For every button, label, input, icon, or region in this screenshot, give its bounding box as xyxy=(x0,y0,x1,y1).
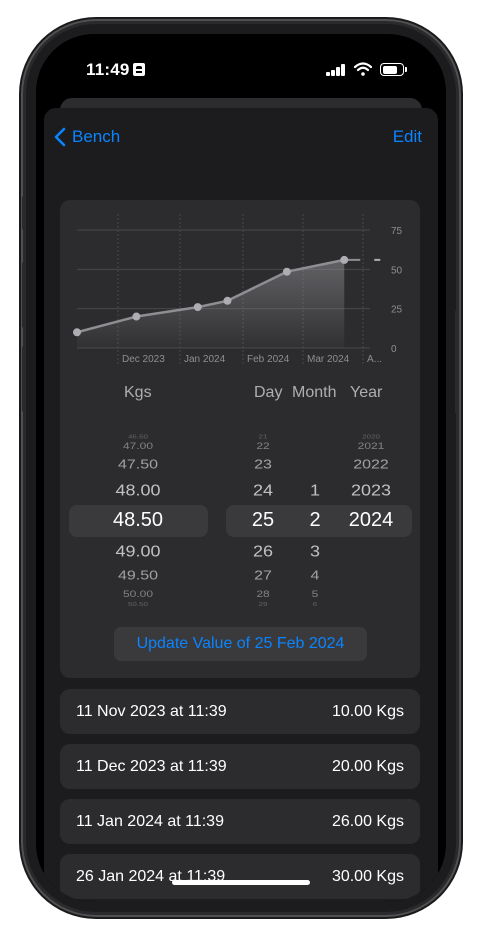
wheel-value[interactable]: 26 xyxy=(252,542,274,560)
wheel-value[interactable]: 22 xyxy=(256,440,270,452)
data-point xyxy=(73,328,81,337)
month-column-header: Month xyxy=(292,384,337,401)
y-tick-label: 25 xyxy=(391,305,403,316)
status-time: 11:49 xyxy=(86,60,130,79)
wheel-value[interactable]: 29 xyxy=(258,601,268,608)
wheel-value[interactable]: 25 xyxy=(251,509,275,531)
edit-button[interactable]: Edit xyxy=(392,127,422,146)
entry-value: 10.00 Kgs xyxy=(331,703,404,720)
year-column-header: Year xyxy=(350,384,383,401)
detail-sheet: Bench Edit 75 50 25 0 Dec 2023 Jan 2024 Feb 20… xyxy=(44,108,438,902)
table-row[interactable]: 11 Dec 2023 at 11:39 20.00 Kgs xyxy=(60,744,420,789)
chart-picker-card: 75 50 25 0 Dec 2023 Jan 2024 Feb 2024 Mar 2024 A… xyxy=(60,200,420,678)
power-button xyxy=(455,310,459,414)
entry-value: 26.00 Kgs xyxy=(331,813,404,830)
data-point xyxy=(223,296,232,305)
wheel-value[interactable]: 2 xyxy=(309,509,321,531)
wheel-value[interactable]: 48.50 xyxy=(112,509,164,531)
cellular-signal-icon xyxy=(326,64,346,76)
entry-date: 11 Nov 2023 at 11:39 xyxy=(76,703,227,720)
entry-value: 30.00 Kgs xyxy=(331,868,404,885)
y-tick-label: 0 xyxy=(391,344,397,355)
wifi-icon xyxy=(354,62,372,76)
x-tick-label: Mar 2024 xyxy=(307,354,350,365)
wheel-value[interactable]: 1 xyxy=(309,481,320,499)
y-tick-label: 75 xyxy=(391,226,403,237)
data-point xyxy=(193,303,202,312)
update-value-button[interactable]: Update Value of 25 Feb 2024 xyxy=(114,627,367,661)
table-row[interactable]: 11 Nov 2023 at 11:39 10.00 Kgs xyxy=(60,689,420,734)
back-button[interactable]: Bench xyxy=(54,127,120,147)
series-area xyxy=(77,259,345,348)
battery-icon xyxy=(380,63,407,76)
table-row[interactable]: 26 Jan 2024 at 11:39 30.00 Kgs xyxy=(60,854,420,899)
table-row[interactable]: 11 Jan 2024 at 11:39 26.00 Kgs xyxy=(60,799,420,844)
wheel-value[interactable]: 27 xyxy=(254,568,272,583)
x-tick-label: Feb 2024 xyxy=(247,354,290,365)
day-column-header: Day xyxy=(254,384,283,401)
wheel-value[interactable]: 6 xyxy=(312,601,318,608)
wheel-value[interactable]: 50.00 xyxy=(122,588,154,600)
wheel-value[interactable]: 5 xyxy=(311,588,319,600)
data-point xyxy=(340,255,349,264)
status-bar: 11:49 xyxy=(36,34,446,104)
wheel-value[interactable]: 49.50 xyxy=(117,568,159,583)
wheel-value[interactable]: 47.50 xyxy=(117,457,159,472)
home-indicator[interactable] xyxy=(172,880,310,885)
series-line xyxy=(76,258,345,334)
weight-selection-band xyxy=(69,505,208,537)
volume-up-button xyxy=(22,262,26,328)
wheel-value[interactable]: 2022 xyxy=(353,457,389,472)
contact-card-icon xyxy=(133,63,145,76)
x-tick-label: A... xyxy=(367,354,382,365)
data-point xyxy=(132,312,141,321)
wheel-value[interactable]: 24 xyxy=(252,481,274,499)
wheel-value[interactable]: 2023 xyxy=(350,481,392,499)
entry-date: 11 Dec 2023 at 11:39 xyxy=(76,758,227,775)
entry-date: 11 Jan 2024 at 11:39 xyxy=(76,813,224,830)
wheel-value[interactable]: 47.00 xyxy=(122,440,154,452)
wheel-value[interactable]: 4 xyxy=(310,568,320,583)
x-tick-label: Jan 2024 xyxy=(184,354,226,365)
wheel-value[interactable]: 2024 xyxy=(348,509,394,531)
weight-chart: 75 50 25 0 Dec 2023 Jan 2024 Feb 2024 Mar 2024 A… xyxy=(73,214,403,365)
data-point xyxy=(282,267,291,276)
back-label: Bench xyxy=(72,127,121,146)
entry-value: 20.00 Kgs xyxy=(331,758,404,775)
action-button xyxy=(22,196,26,230)
wheel-value[interactable]: 48.00 xyxy=(115,481,161,499)
screen: 11:49 Bench Edit 75 50 25 0 Dec 2023 Jan 2024… xyxy=(36,34,446,902)
wheel-value[interactable]: 23 xyxy=(254,457,272,472)
y-tick-label: 50 xyxy=(391,265,403,276)
wheel-value[interactable]: 21 xyxy=(258,433,268,440)
wheel-value[interactable]: 28 xyxy=(256,588,270,600)
weight-column-header: Kgs xyxy=(124,384,152,401)
wheel-value[interactable]: 3 xyxy=(309,542,320,560)
volume-down-button xyxy=(22,346,26,412)
wheel-value[interactable]: 46.50 xyxy=(127,433,149,440)
wheel-value[interactable]: 49.00 xyxy=(115,542,161,560)
x-tick-label: Dec 2023 xyxy=(122,354,165,365)
date-selection-band xyxy=(226,505,412,537)
chevron-left-icon xyxy=(54,127,66,147)
wheel-value[interactable]: 2020 xyxy=(362,433,380,440)
wheel-value[interactable]: 2021 xyxy=(357,440,385,452)
wheel-value[interactable]: 50.50 xyxy=(127,601,149,608)
